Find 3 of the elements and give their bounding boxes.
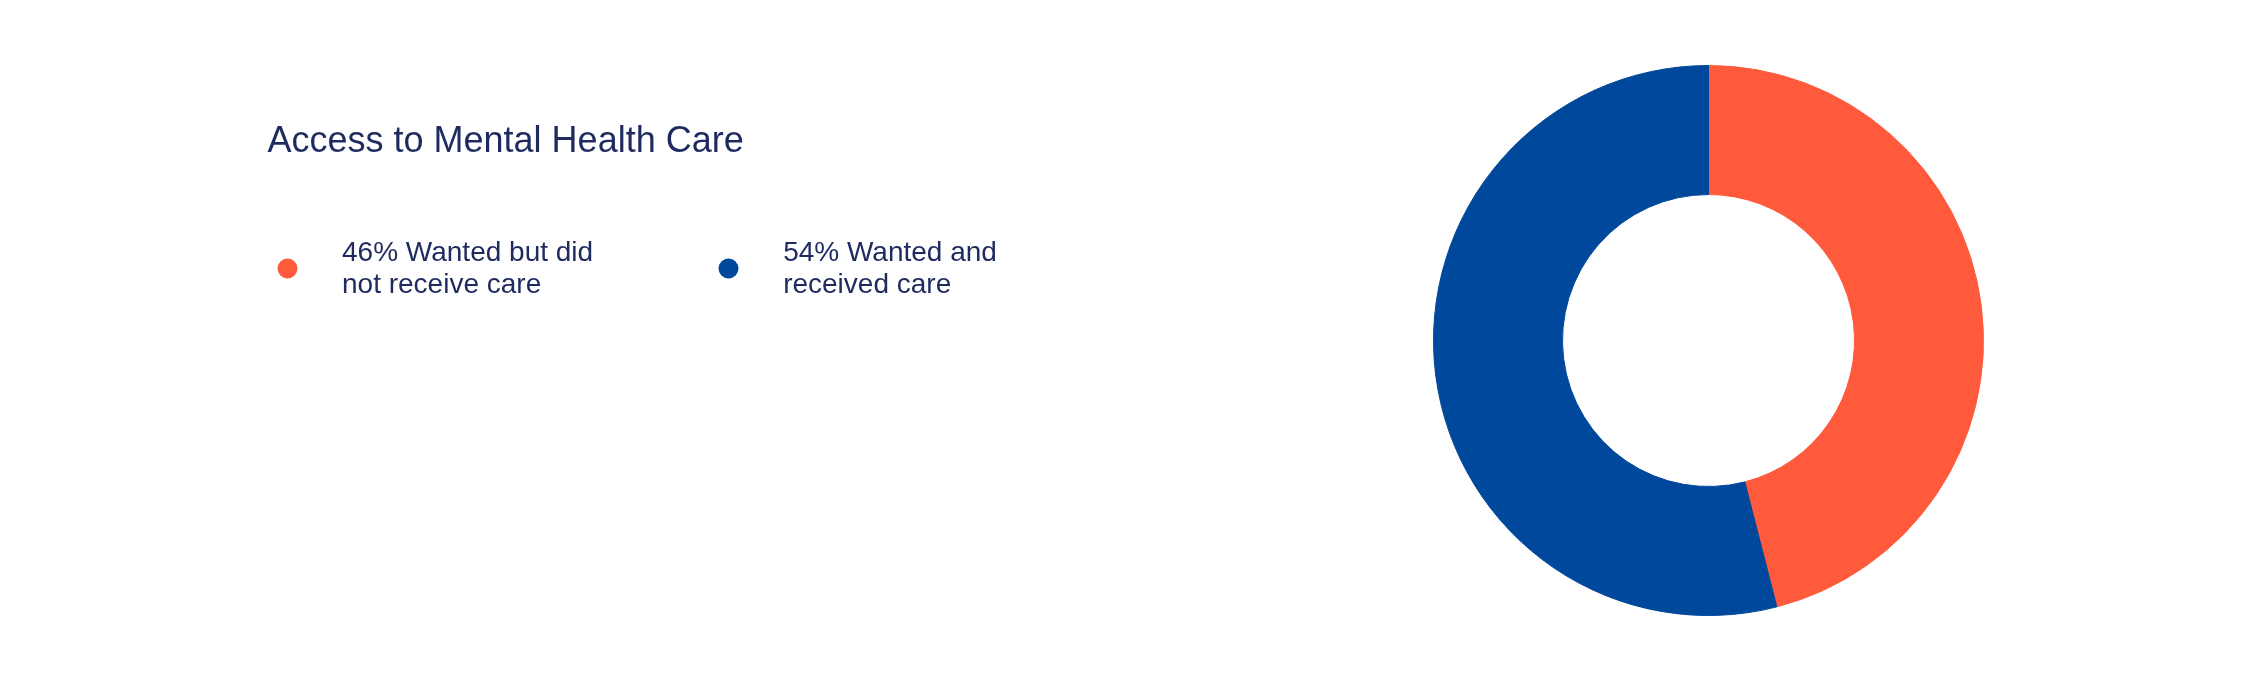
legend-label: 46% Wanted but did not receive care bbox=[342, 236, 594, 300]
text: Access to Mental Health Care bbox=[267, 119, 744, 160]
legend-label: 54% Wanted and received care bbox=[783, 236, 997, 300]
